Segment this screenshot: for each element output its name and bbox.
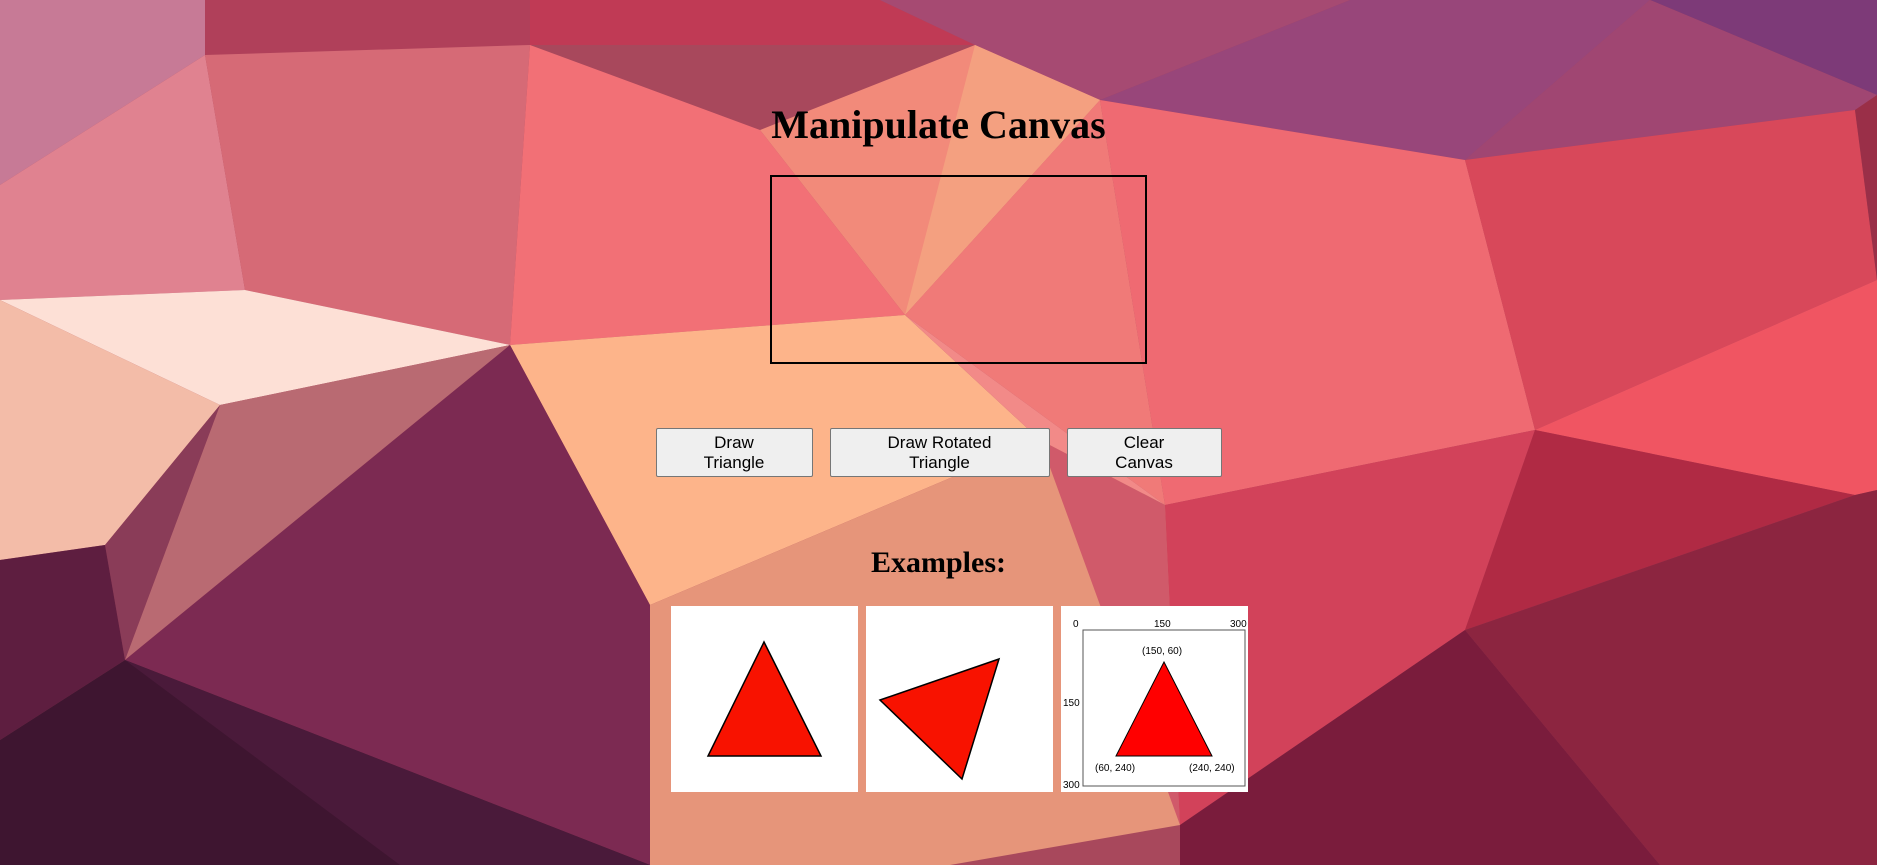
example-triangle-image xyxy=(671,606,858,792)
x-tick-300: 300 xyxy=(1230,619,1247,630)
example-coordinate-diagram: 0 150 300 150 300 (150, 60) (60, 240) (2… xyxy=(1061,606,1248,792)
page-title: Manipulate Canvas xyxy=(771,102,1106,147)
y-tick-300: 300 xyxy=(1063,780,1080,791)
y-tick-150: 150 xyxy=(1063,698,1080,709)
examples-row: 0 150 300 150 300 (150, 60) (60, 240) (2… xyxy=(671,606,1248,792)
examples-heading: Examples: xyxy=(871,546,1006,579)
clear-canvas-button[interactable]: Clear Canvas xyxy=(1066,428,1222,477)
coordinate-frame xyxy=(1082,629,1246,787)
example-rotated-triangle xyxy=(878,657,1001,781)
button-row: Draw Triangle Draw Rotated Triangle Clea… xyxy=(0,428,1877,477)
coordinate-triangle xyxy=(1115,660,1213,757)
drawing-canvas[interactable] xyxy=(770,175,1147,364)
x-tick-0: 0 xyxy=(1073,619,1079,630)
draw-triangle-button[interactable]: Draw Triangle xyxy=(655,428,813,477)
apex-label: (150, 60) xyxy=(1142,646,1182,657)
left-vertex-label: (60, 240) xyxy=(1095,763,1135,774)
example-rotated-triangle-image xyxy=(866,606,1053,792)
x-tick-150: 150 xyxy=(1154,619,1171,630)
draw-rotated-triangle-button[interactable]: Draw Rotated Triangle xyxy=(829,428,1050,477)
right-vertex-label: (240, 240) xyxy=(1189,763,1235,774)
example-triangle xyxy=(706,640,823,757)
